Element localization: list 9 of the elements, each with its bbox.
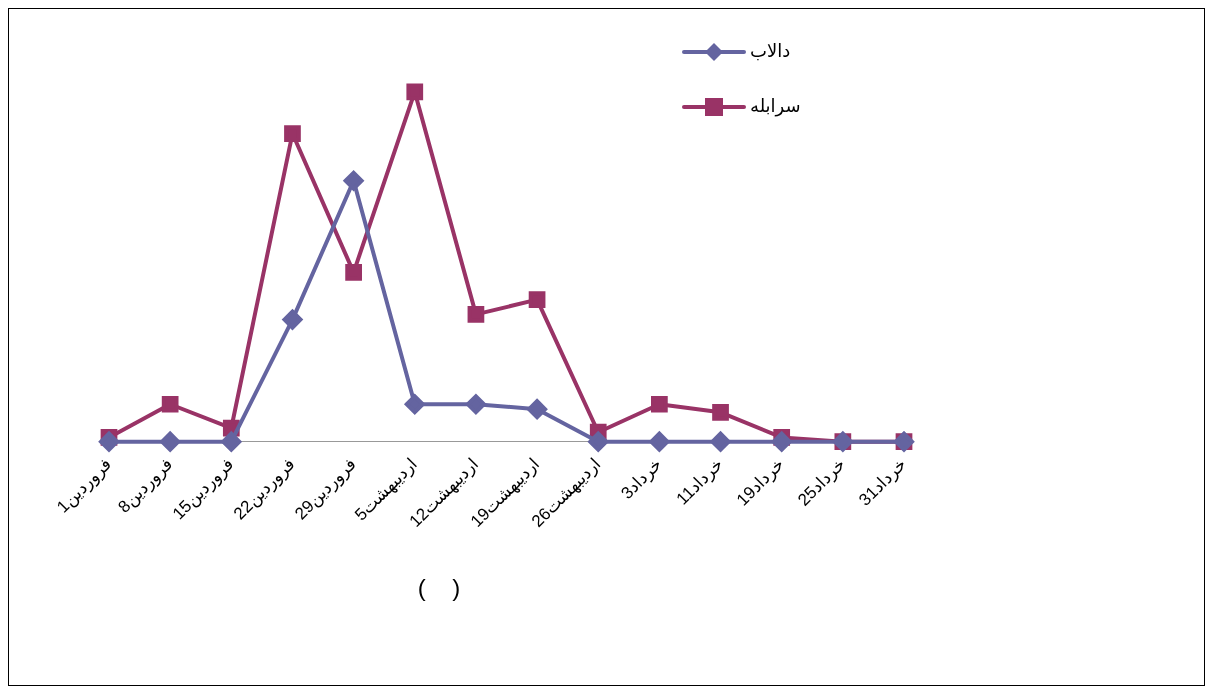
text: ( ) <box>416 574 462 602</box>
legend-label: سرابله <box>750 95 801 117</box>
x-tick-label: 1فروردین <box>53 454 116 517</box>
x-tick-label: 31خرداد <box>855 454 911 510</box>
legend-label: دالاب <box>750 40 791 61</box>
x-tick-label: 19خرداد <box>732 454 788 510</box>
x-tick-label: 11خرداد <box>672 454 727 509</box>
x-tick-label: 3خرداد <box>617 454 666 503</box>
x-tick-label: 25خرداد <box>794 454 849 510</box>
